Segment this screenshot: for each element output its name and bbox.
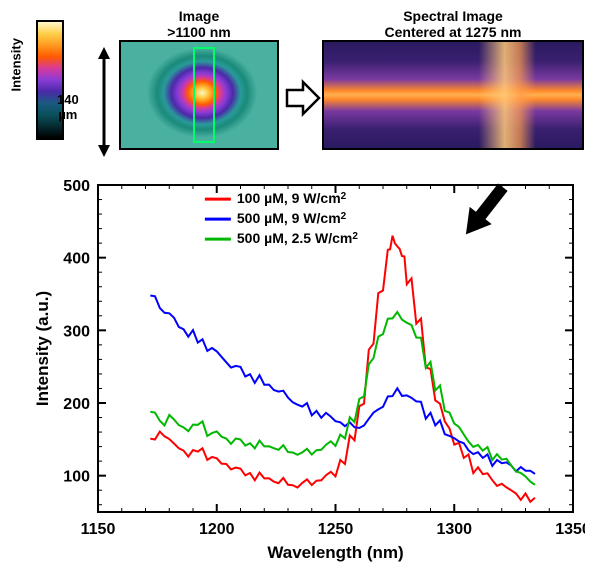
svg-text:400: 400 <box>63 251 90 268</box>
hollow-arrow-icon <box>285 78 321 118</box>
svg-text:500 µM, 9 W/cm2: 500 µM, 9 W/cm2 <box>237 210 347 226</box>
svg-text:500 µM, 2.5 W/cm2: 500 µM, 2.5 W/cm2 <box>237 230 358 246</box>
svg-text:1250: 1250 <box>318 521 354 538</box>
svg-text:Wavelength (nm): Wavelength (nm) <box>267 543 403 562</box>
colorbar-label: Intensity <box>9 38 24 91</box>
image-panel-2: Spectral Image Centered at 1275 nm <box>318 8 588 150</box>
peak-arrow-icon <box>450 175 520 245</box>
svg-text:1300: 1300 <box>436 521 472 538</box>
svg-text:100: 100 <box>63 469 90 486</box>
svg-text:Intensity (a.u.): Intensity (a.u.) <box>33 291 52 406</box>
svg-text:200: 200 <box>63 396 90 413</box>
svg-text:1200: 1200 <box>199 521 235 538</box>
svg-text:500: 500 <box>63 178 90 195</box>
svg-text:300: 300 <box>63 323 90 340</box>
spacer-scale-label: 140 µm <box>57 92 79 122</box>
svg-text:1150: 1150 <box>81 521 116 538</box>
colorbar-gradient <box>36 20 64 140</box>
image-panel-1: Image >1100 nm <box>110 8 288 150</box>
svg-text:1350: 1350 <box>555 521 585 538</box>
image1-title: Image >1100 nm <box>110 8 288 40</box>
svg-text:100 µM, 9 W/cm2: 100 µM, 9 W/cm2 <box>237 190 347 206</box>
image1-display <box>119 40 279 150</box>
roi-box <box>193 47 215 143</box>
image2-display <box>322 40 584 150</box>
image2-title: Spectral Image Centered at 1275 nm <box>318 8 588 40</box>
intensity-colorbar: Intensity <box>20 20 64 148</box>
